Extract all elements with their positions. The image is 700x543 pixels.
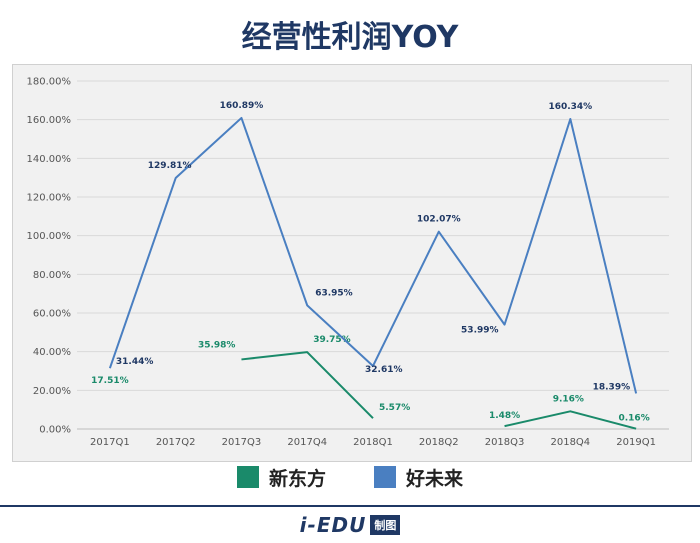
x-tick-label: 2017Q2 bbox=[156, 437, 196, 448]
y-tick-label: 0.00% bbox=[39, 425, 71, 436]
legend-label-tal: 好未来 bbox=[406, 467, 464, 490]
brand-logo-text: i-EDU bbox=[299, 513, 367, 537]
x-tick-label: 2018Q1 bbox=[353, 437, 393, 448]
y-tick-label: 160.00% bbox=[27, 115, 72, 126]
x-tick-label: 2018Q4 bbox=[550, 437, 590, 448]
data-label: 53.99% bbox=[461, 326, 499, 336]
data-label: 5.57% bbox=[379, 403, 410, 413]
y-tick-label: 40.00% bbox=[33, 347, 71, 358]
data-label: 129.81% bbox=[148, 161, 192, 171]
legend-swatch-xdf bbox=[236, 466, 259, 488]
legend: 新东方 好未来 bbox=[0, 464, 700, 490]
x-tick-label: 2019Q1 bbox=[616, 437, 656, 448]
y-tick-label: 140.00% bbox=[27, 154, 72, 165]
chart-title: 经营性利润YOY bbox=[241, 20, 459, 55]
x-tick-label: 2018Q2 bbox=[419, 437, 459, 448]
legend-item-tal: 好未来 bbox=[374, 464, 463, 491]
data-label: 102.07% bbox=[417, 215, 461, 225]
brand-logo: i-EDU 制图 bbox=[300, 513, 401, 537]
y-tick-label: 60.00% bbox=[33, 309, 71, 320]
data-label: 0.16% bbox=[618, 414, 649, 424]
y-tick-label: 180.00% bbox=[27, 77, 72, 88]
y-tick-label: 100.00% bbox=[27, 231, 72, 242]
legend-item-xdf: 新东方 bbox=[236, 464, 326, 491]
data-label: 31.44% bbox=[116, 357, 154, 367]
data-label: 160.89% bbox=[220, 101, 264, 111]
data-label: 35.98% bbox=[198, 340, 236, 350]
series-line bbox=[241, 351, 374, 419]
line-chart: 0.00% 20.00% 40.00% 60.00% 80.00% 100.00% 120.… bbox=[27, 77, 669, 448]
y-tick-label: 120.00% bbox=[27, 193, 72, 204]
data-label: 39.75% bbox=[313, 335, 351, 345]
footer-bar: i-EDU 制图 bbox=[0, 505, 700, 543]
data-label: 63.95% bbox=[315, 288, 353, 298]
series-line bbox=[504, 410, 637, 430]
data-label: 160.34% bbox=[548, 102, 592, 112]
data-label: 17.51% bbox=[91, 376, 129, 386]
x-tick-label: 2018Q3 bbox=[485, 437, 525, 448]
y-tick-label: 20.00% bbox=[33, 386, 71, 397]
chart-area: 0.00% 20.00% 40.00% 60.00% 80.00% 100.00% 120.… bbox=[12, 64, 692, 462]
x-tick-label: 2017Q3 bbox=[222, 437, 262, 448]
brand-logo-box: 制图 bbox=[370, 515, 401, 535]
series-line bbox=[108, 116, 638, 394]
data-label: 9.16% bbox=[553, 394, 584, 404]
legend-label-xdf: 新东方 bbox=[268, 467, 326, 490]
data-label: 1.48% bbox=[489, 411, 520, 421]
x-tick-label: 2017Q1 bbox=[90, 437, 130, 448]
y-tick-label: 80.00% bbox=[33, 270, 71, 281]
data-label: 32.61% bbox=[365, 365, 403, 375]
data-label: 18.39% bbox=[593, 382, 631, 392]
legend-swatch-tal bbox=[374, 466, 396, 488]
x-tick-label: 2017Q4 bbox=[287, 437, 327, 448]
